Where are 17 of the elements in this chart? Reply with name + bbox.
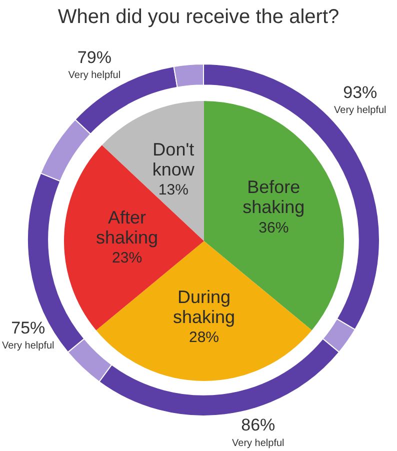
text: 75%	[11, 318, 46, 338]
slice-label: During shaking	[172, 286, 236, 327]
text: 86%	[241, 416, 276, 435]
slice-label: Very helpful	[334, 104, 386, 116]
text: 93%	[343, 82, 378, 102]
slice-label: Very helpful	[68, 70, 121, 81]
slice-label: After shaking	[96, 208, 158, 248]
data-label: 23%	[112, 250, 142, 267]
slice-label: Very helpful	[232, 438, 284, 449]
slice-label: Very helpful	[2, 340, 54, 352]
data-label: 13%	[158, 181, 188, 198]
data-label: 36%	[258, 219, 289, 236]
chart-title: When did you receive the alert?	[56, 6, 340, 29]
slice-label: Before shaking	[242, 177, 305, 218]
slice-label: Don't know	[152, 139, 196, 180]
text: 79%	[77, 48, 112, 67]
data-label: 28%	[188, 329, 220, 346]
